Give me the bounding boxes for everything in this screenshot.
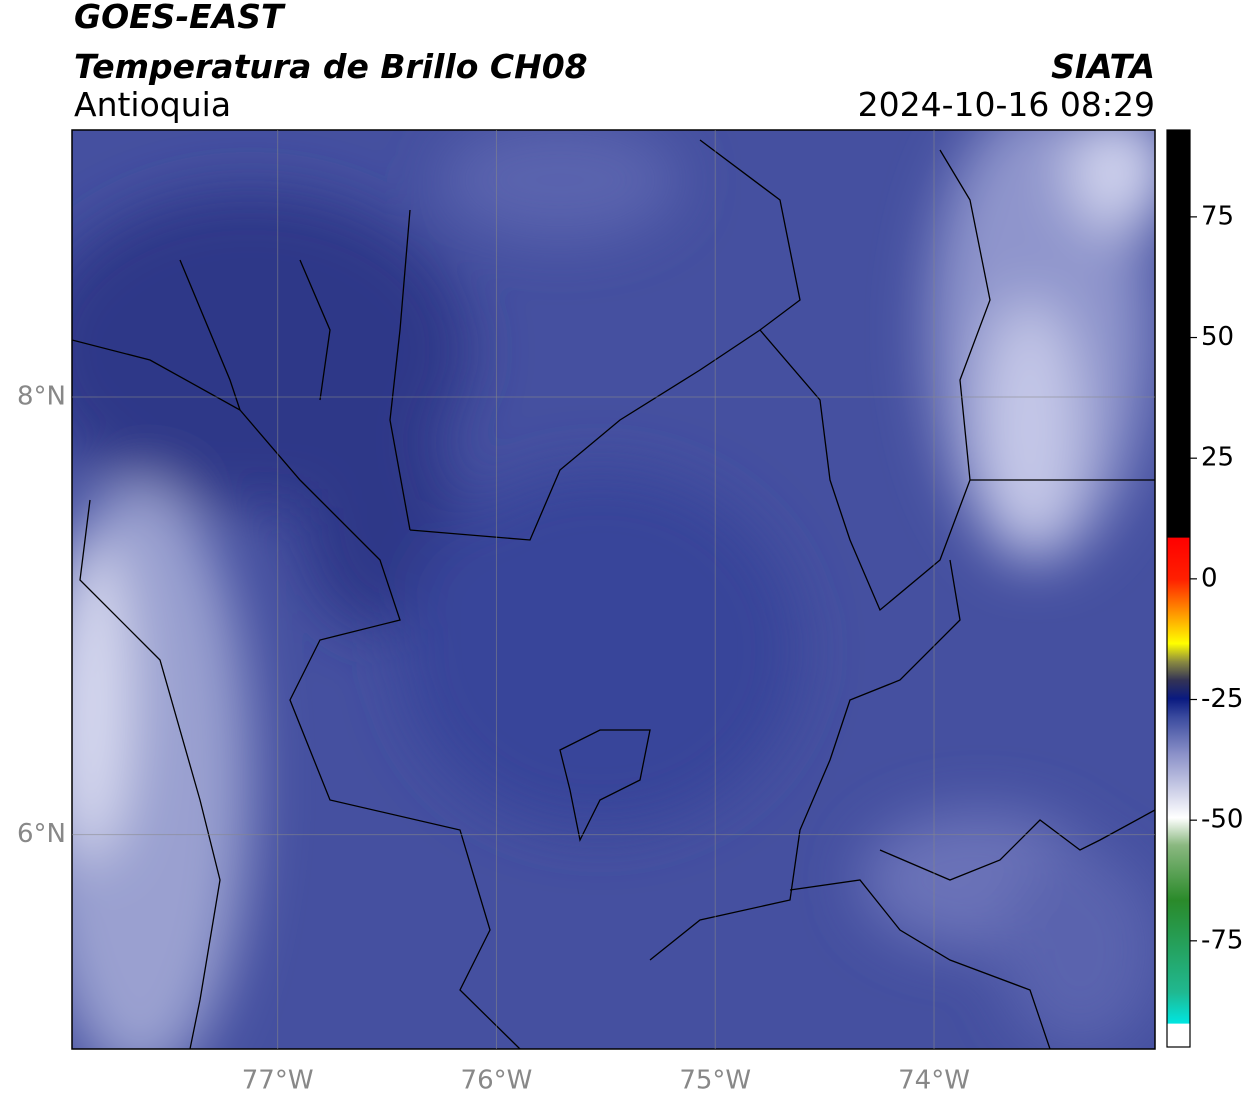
colorbar-tick-label: 25 xyxy=(1201,443,1234,473)
x-tick-label: 77°W xyxy=(242,1066,314,1096)
title: GOES-EAST xyxy=(74,0,286,36)
subtitle: Temperatura de Brillo CH08 xyxy=(74,47,588,86)
timestamp: 2024-10-16 08:29 xyxy=(858,85,1155,124)
map-frame xyxy=(71,129,1156,1050)
colorbar xyxy=(1166,129,1191,1048)
x-tick-label: 75°W xyxy=(679,1066,751,1096)
x-tick-label: 76°W xyxy=(461,1066,533,1096)
colorbar-tick-label: -75 xyxy=(1201,925,1243,955)
satellite-image xyxy=(72,130,1155,1049)
y-tick-label: 8°N xyxy=(17,381,66,411)
colorbar-tick-label: 50 xyxy=(1201,322,1234,352)
y-tick-label: 6°N xyxy=(17,819,66,849)
x-tick-label: 74°W xyxy=(898,1066,970,1096)
colorbar-tick-label: -25 xyxy=(1201,684,1243,714)
colorbar-tick-label: 75 xyxy=(1201,201,1234,231)
colorbar-tick-label: 0 xyxy=(1201,563,1218,593)
region: Antioquia xyxy=(74,85,231,124)
source: SIATA xyxy=(1051,47,1155,86)
colorbar-tick-label: -50 xyxy=(1201,805,1243,835)
